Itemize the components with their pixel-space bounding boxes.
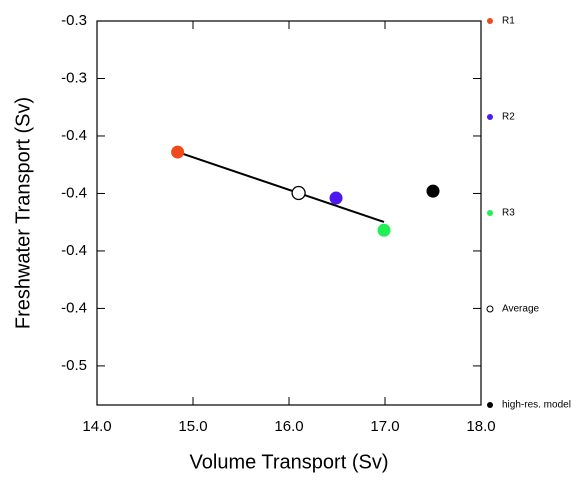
fit-line <box>177 151 385 223</box>
legend-marker <box>487 210 493 216</box>
point <box>291 185 306 201</box>
x-tick-label: 17.0 <box>370 418 399 435</box>
x-tick-label: 18.0 <box>466 418 495 435</box>
x-axis-label: Volume Transport (Sv) <box>190 451 389 473</box>
legend-label: Average <box>502 304 540 315</box>
point <box>377 223 391 237</box>
legend-label: R1 <box>502 16 515 27</box>
x-tick-label: 15.0 <box>178 418 207 435</box>
y-tick-label: -0.4 <box>61 242 87 259</box>
y-tick-label: -0.3 <box>61 12 87 29</box>
legend-marker <box>487 18 493 24</box>
point <box>329 191 343 205</box>
y-tick-label: -0.3 <box>61 69 87 86</box>
legend-marker <box>486 305 494 313</box>
legend-marker <box>487 402 493 408</box>
y-tick-label: -0.4 <box>61 299 87 316</box>
legend-label: R3 <box>502 208 515 219</box>
legend-label: high-res. model <box>502 400 571 411</box>
y-tick-label: -0.4 <box>61 184 87 201</box>
y-axis-label: Freshwater Transport (Sv) <box>12 97 34 329</box>
y-tick-label: -0.5 <box>61 357 87 374</box>
x-tick-label: 16.0 <box>274 418 303 435</box>
x-tick-label: 14.0 <box>82 418 111 435</box>
legend-marker <box>487 114 493 120</box>
plot-frame <box>96 20 482 406</box>
y-tick-label: -0.4 <box>61 127 87 144</box>
point <box>171 145 185 159</box>
legend-label: R2 <box>502 112 515 123</box>
point <box>426 184 440 198</box>
